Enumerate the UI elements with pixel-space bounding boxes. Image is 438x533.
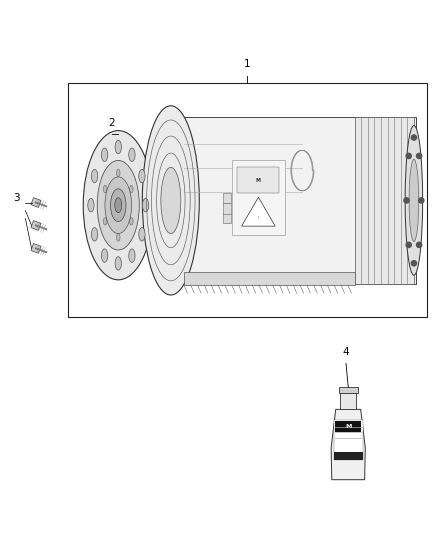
Ellipse shape	[88, 198, 94, 212]
Ellipse shape	[142, 198, 149, 212]
Bar	[232, 160, 285, 235]
Ellipse shape	[103, 217, 107, 225]
Text: M: M	[256, 177, 261, 182]
Circle shape	[417, 242, 422, 247]
Text: 3: 3	[13, 192, 20, 203]
Circle shape	[411, 261, 417, 266]
Ellipse shape	[130, 185, 133, 193]
Bar	[223, 203, 231, 214]
Circle shape	[406, 154, 411, 159]
Ellipse shape	[139, 228, 145, 241]
Text: 1: 1	[244, 59, 251, 69]
Text: 4: 4	[343, 347, 350, 357]
Circle shape	[404, 198, 409, 203]
Polygon shape	[31, 221, 41, 230]
Ellipse shape	[115, 140, 121, 154]
Bar	[340, 393, 357, 409]
Circle shape	[411, 135, 417, 140]
Ellipse shape	[142, 106, 199, 295]
Text: M: M	[345, 424, 351, 429]
Text: 2: 2	[108, 118, 115, 128]
Ellipse shape	[97, 160, 139, 250]
Ellipse shape	[129, 249, 135, 262]
Ellipse shape	[102, 148, 108, 161]
Ellipse shape	[110, 189, 126, 222]
Text: !: !	[258, 216, 259, 220]
Bar	[334, 420, 363, 459]
Bar	[184, 272, 355, 285]
Ellipse shape	[117, 233, 120, 241]
Polygon shape	[242, 197, 275, 226]
Ellipse shape	[161, 167, 181, 233]
Circle shape	[417, 154, 422, 159]
Ellipse shape	[115, 198, 122, 213]
Polygon shape	[31, 198, 41, 207]
Ellipse shape	[102, 249, 108, 262]
Bar	[335, 421, 361, 432]
Bar	[237, 167, 279, 193]
Ellipse shape	[92, 228, 98, 241]
Ellipse shape	[409, 159, 419, 241]
Bar	[334, 452, 363, 459]
Bar	[223, 213, 231, 223]
Bar	[355, 117, 414, 284]
Ellipse shape	[129, 148, 135, 161]
Bar	[171, 117, 416, 284]
Ellipse shape	[117, 169, 120, 177]
Ellipse shape	[130, 217, 133, 225]
Ellipse shape	[139, 169, 145, 183]
Ellipse shape	[405, 126, 423, 275]
Polygon shape	[31, 244, 41, 253]
Bar	[223, 192, 231, 203]
Ellipse shape	[83, 131, 153, 280]
Bar	[162, 133, 180, 264]
Circle shape	[419, 198, 424, 203]
Bar	[339, 387, 358, 393]
Bar	[68, 83, 427, 317]
Ellipse shape	[92, 169, 98, 183]
Circle shape	[406, 242, 411, 247]
Ellipse shape	[105, 177, 131, 233]
Ellipse shape	[103, 185, 107, 193]
Polygon shape	[331, 409, 365, 480]
Ellipse shape	[115, 257, 121, 270]
